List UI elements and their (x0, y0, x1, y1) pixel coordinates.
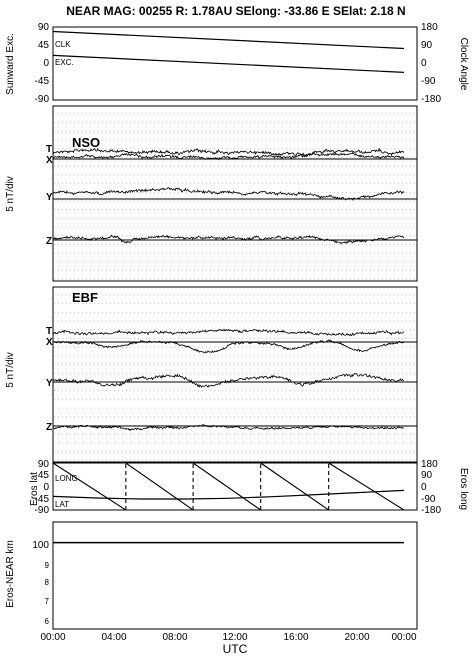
tick-label: 0 (43, 58, 49, 69)
tick-label: 90 (421, 470, 433, 481)
series-line-exc (52, 54, 405, 73)
ebf-traces (52, 328, 405, 431)
nso-baselines (53, 158, 417, 241)
series-label-long: LONG (55, 474, 78, 483)
sunward-right-ticks: 180 90 0 -90 -180 (421, 22, 441, 105)
tick-label: -90 (421, 76, 436, 87)
panel-eros-frame (52, 462, 418, 511)
tick-label: 90 (38, 459, 50, 470)
plot-title: NEAR MAG: 00255 R: 1.78AU SElong: -33.86… (66, 4, 405, 18)
panel-sunward-frame (52, 26, 418, 101)
tick-label: 7 (45, 597, 50, 606)
x-tick-label: 04:00 (101, 632, 126, 643)
x-tick-label: 16:00 (283, 632, 308, 643)
tick-label: 90 (421, 40, 433, 51)
x-tick-label: 00:00 (40, 632, 65, 643)
channel-label-x: X (46, 155, 53, 166)
tick-label: -45 (35, 76, 50, 87)
series-label-lat: LAT (55, 500, 69, 509)
panel-distance-frame (52, 521, 418, 630)
channel-label-z: Z (46, 236, 52, 247)
tick-label: -180 (421, 505, 441, 516)
distance-left-ticks: 100 9 8 7 6 (32, 540, 49, 626)
long-segment (328, 462, 405, 511)
tick-label: -90 (421, 494, 436, 505)
nso-grid (54, 113, 416, 280)
tick-label: -90 (35, 94, 50, 105)
tick-label: 180 (421, 459, 438, 470)
panel-nso-frame (52, 105, 418, 282)
ebf-grid (54, 294, 416, 461)
tick-label: 0 (421, 58, 427, 69)
trace-ebf-x (52, 339, 405, 354)
trace-nso-y (52, 187, 405, 202)
panel-label-nso: NSO (72, 135, 100, 150)
tick-label: 9 (45, 561, 50, 570)
tick-label: 45 (38, 40, 50, 51)
y-axis-label-eros-long: Eros long (458, 468, 469, 510)
long-segment (192, 462, 261, 511)
channel-label-z: Z (46, 422, 52, 433)
series-line-long (52, 462, 405, 511)
long-segment (52, 462, 127, 511)
tick-label: 8 (45, 578, 50, 587)
channel-label-y: Y (46, 378, 53, 389)
x-tick-label: 20:00 (344, 632, 369, 643)
eros-left-ticks: 90 45 0 -45 -90 (35, 459, 50, 516)
series-line-clk (52, 30, 405, 50)
series-line-lat (52, 489, 405, 500)
series-label-exc: EXC. (55, 58, 74, 67)
x-axis-label: UTC (223, 642, 248, 656)
y-axis-label-eros-lat: Eros lat (29, 472, 40, 506)
y-axis-label-distance: Eros-NEAR km (5, 540, 16, 608)
tick-label: 0 (43, 482, 49, 493)
x-tick-label: 00:00 (391, 632, 416, 643)
x-axis-ticks: 00:00 04:00 08:00 12:00 16:00 20:00 00:0… (40, 632, 416, 643)
sunward-left-ticks: 90 45 0 -45 -90 (35, 22, 50, 105)
tick-label: 0 (421, 482, 427, 493)
trace-nso-z (52, 234, 405, 245)
eros-right-ticks: 180 90 0 -90 -180 (421, 459, 441, 516)
tick-label: -180 (421, 94, 441, 105)
channel-label-t: T (46, 144, 52, 155)
tick-label: -90 (35, 505, 50, 516)
y-axis-label-clock-angle: Clock Angle (458, 38, 469, 91)
channel-label-t: T (46, 326, 52, 337)
ebf-baselines (53, 341, 417, 427)
trace-ebf-z (52, 423, 405, 431)
trace-nso-t (52, 147, 405, 157)
y-axis-label-nso: 5 nT/div (5, 176, 16, 212)
long-segment (260, 462, 329, 511)
x-tick-label: 08:00 (162, 632, 187, 643)
trace-nso-x (52, 152, 405, 160)
tick-label: 45 (38, 470, 50, 481)
panel-ebf-frame (52, 286, 418, 463)
long-segment (125, 462, 194, 511)
x-tick-label: 12:00 (222, 632, 247, 643)
tick-label: -45 (35, 494, 50, 505)
y-axis-label-ebf: 5 nT/div (5, 352, 16, 388)
channel-label-x: X (46, 337, 53, 348)
tick-label: 100 (32, 540, 49, 551)
trace-ebf-t (52, 328, 405, 337)
tick-label: 90 (38, 22, 50, 33)
y-axis-label-sunward: Sunward Exc. (5, 33, 16, 95)
tick-label: 6 (45, 617, 50, 626)
tick-label: 180 (421, 22, 438, 33)
channel-label-y: Y (46, 192, 53, 203)
trace-ebf-y (52, 372, 404, 389)
panel-label-ebf: EBF (72, 290, 98, 305)
series-label-clk: CLK (55, 40, 71, 49)
nso-traces (52, 147, 405, 245)
